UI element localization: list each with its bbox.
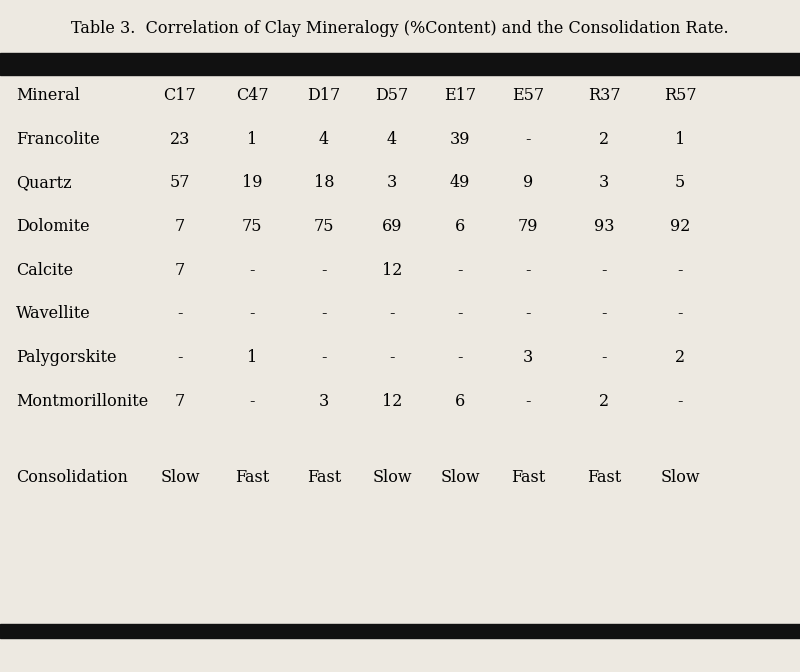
Text: 69: 69 xyxy=(382,218,402,235)
Text: -: - xyxy=(178,349,182,366)
Text: -: - xyxy=(250,305,254,323)
Text: -: - xyxy=(678,305,682,323)
Text: 23: 23 xyxy=(170,130,190,148)
Text: 79: 79 xyxy=(518,218,538,235)
Text: 57: 57 xyxy=(170,174,190,192)
Text: Dolomite: Dolomite xyxy=(16,218,90,235)
Text: Quartz: Quartz xyxy=(16,174,72,192)
Text: -: - xyxy=(390,305,394,323)
Text: -: - xyxy=(678,392,682,410)
Text: 1: 1 xyxy=(247,349,257,366)
Text: 49: 49 xyxy=(450,174,470,192)
Text: 12: 12 xyxy=(382,261,402,279)
Text: 3: 3 xyxy=(319,392,329,410)
Text: 9: 9 xyxy=(523,174,533,192)
Text: 4: 4 xyxy=(319,130,329,148)
Text: Wavellite: Wavellite xyxy=(16,305,90,323)
Text: -: - xyxy=(322,261,326,279)
Text: 75: 75 xyxy=(314,218,334,235)
Text: E57: E57 xyxy=(512,87,544,104)
Text: C17: C17 xyxy=(164,87,196,104)
Text: 19: 19 xyxy=(242,174,262,192)
Text: R37: R37 xyxy=(588,87,620,104)
Text: -: - xyxy=(322,349,326,366)
Text: -: - xyxy=(458,261,462,279)
Text: Slow: Slow xyxy=(160,468,200,486)
Text: 39: 39 xyxy=(450,130,470,148)
Text: -: - xyxy=(250,261,254,279)
Text: -: - xyxy=(458,305,462,323)
Text: Fast: Fast xyxy=(587,468,621,486)
Text: Montmorillonite: Montmorillonite xyxy=(16,392,148,410)
Text: -: - xyxy=(250,392,254,410)
Text: -: - xyxy=(322,305,326,323)
Text: -: - xyxy=(526,392,530,410)
Text: Fast: Fast xyxy=(307,468,341,486)
Text: 3: 3 xyxy=(523,349,533,366)
Text: D57: D57 xyxy=(375,87,409,104)
Text: 7: 7 xyxy=(175,392,185,410)
Text: 12: 12 xyxy=(382,392,402,410)
Text: 6: 6 xyxy=(455,218,465,235)
Text: 3: 3 xyxy=(599,174,609,192)
Text: Consolidation: Consolidation xyxy=(16,468,128,486)
Text: 6: 6 xyxy=(455,392,465,410)
Text: Slow: Slow xyxy=(440,468,480,486)
Text: 2: 2 xyxy=(599,130,609,148)
Text: R57: R57 xyxy=(664,87,696,104)
Text: 93: 93 xyxy=(594,218,614,235)
Text: -: - xyxy=(178,305,182,323)
Text: D17: D17 xyxy=(307,87,341,104)
Bar xyxy=(0,624,800,638)
Text: Palygorskite: Palygorskite xyxy=(16,349,117,366)
Text: -: - xyxy=(602,349,606,366)
Text: 1: 1 xyxy=(247,130,257,148)
Text: 2: 2 xyxy=(675,349,685,366)
Text: -: - xyxy=(526,130,530,148)
Text: 92: 92 xyxy=(670,218,690,235)
Text: -: - xyxy=(390,349,394,366)
Text: 75: 75 xyxy=(242,218,262,235)
Text: -: - xyxy=(458,349,462,366)
Text: 7: 7 xyxy=(175,218,185,235)
Text: 3: 3 xyxy=(387,174,397,192)
Text: -: - xyxy=(602,305,606,323)
Text: Fast: Fast xyxy=(511,468,545,486)
Text: E17: E17 xyxy=(444,87,476,104)
Text: 2: 2 xyxy=(599,392,609,410)
Bar xyxy=(0,53,800,75)
Text: Fast: Fast xyxy=(235,468,269,486)
Text: Francolite: Francolite xyxy=(16,130,100,148)
Text: -: - xyxy=(526,305,530,323)
Text: 5: 5 xyxy=(675,174,685,192)
Text: 18: 18 xyxy=(314,174,334,192)
Text: -: - xyxy=(526,261,530,279)
Text: 7: 7 xyxy=(175,261,185,279)
Text: Slow: Slow xyxy=(372,468,412,486)
Text: -: - xyxy=(678,261,682,279)
Text: 1: 1 xyxy=(675,130,685,148)
Text: C47: C47 xyxy=(236,87,268,104)
Text: Mineral: Mineral xyxy=(16,87,80,104)
Text: 4: 4 xyxy=(387,130,397,148)
Text: Slow: Slow xyxy=(660,468,700,486)
Text: Calcite: Calcite xyxy=(16,261,73,279)
Text: -: - xyxy=(602,261,606,279)
Text: Table 3.  Correlation of Clay Mineralogy (%Content) and the Consolidation Rate.: Table 3. Correlation of Clay Mineralogy … xyxy=(71,19,729,37)
